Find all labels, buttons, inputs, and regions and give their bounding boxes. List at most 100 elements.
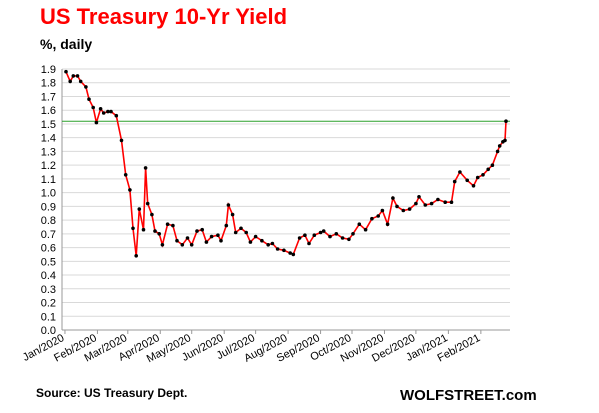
data-point bbox=[109, 109, 113, 114]
brand-watermark: WOLFSTREET.com bbox=[400, 387, 537, 404]
data-point bbox=[145, 201, 150, 206]
data-point bbox=[395, 204, 399, 209]
data-point bbox=[288, 251, 293, 255]
data-point bbox=[248, 240, 253, 244]
data-point bbox=[334, 232, 339, 236]
grid-lines bbox=[62, 68, 510, 331]
y-tick-label: 1.2 bbox=[41, 160, 56, 172]
data-point bbox=[303, 233, 307, 237]
data-point bbox=[75, 74, 80, 78]
y-tick-label: 0.7 bbox=[41, 229, 56, 241]
data-point bbox=[185, 236, 190, 240]
y-tick-label: 1.0 bbox=[41, 188, 56, 200]
data-point bbox=[94, 120, 99, 125]
data-point bbox=[471, 184, 476, 188]
data-point bbox=[119, 138, 124, 143]
data-point bbox=[481, 173, 485, 177]
data-point bbox=[423, 203, 428, 207]
data-point bbox=[204, 240, 209, 244]
y-axis-label: %, daily bbox=[40, 36, 93, 52]
y-tick-label: 1.5 bbox=[41, 119, 56, 131]
data-point bbox=[153, 229, 157, 233]
data-point bbox=[134, 254, 138, 258]
data-point bbox=[87, 97, 91, 101]
data-point bbox=[497, 144, 502, 148]
data-point bbox=[458, 170, 462, 174]
data-point bbox=[123, 173, 128, 177]
data-point bbox=[318, 230, 323, 235]
data-point bbox=[429, 201, 434, 206]
data-point bbox=[224, 223, 229, 228]
data-point bbox=[98, 107, 103, 111]
data-point bbox=[68, 79, 72, 84]
data-point bbox=[253, 234, 258, 239]
data-point bbox=[363, 227, 368, 232]
data-point bbox=[150, 212, 154, 217]
data-point bbox=[328, 234, 332, 239]
y-tick-label: 1.7 bbox=[41, 91, 56, 103]
y-tick-label: 0.1 bbox=[41, 311, 56, 323]
data-point bbox=[71, 74, 76, 78]
data-point bbox=[230, 212, 235, 217]
data-point bbox=[370, 216, 374, 221]
data-point bbox=[347, 237, 351, 242]
y-tick-label: 0.5 bbox=[41, 256, 56, 268]
data-point bbox=[495, 149, 500, 154]
data-point bbox=[91, 105, 95, 110]
data-point bbox=[449, 200, 454, 204]
y-tick-label: 1.4 bbox=[41, 133, 56, 145]
data-point bbox=[78, 79, 83, 84]
data-point bbox=[143, 166, 148, 170]
data-point bbox=[275, 247, 280, 251]
y-tick-label: 0.3 bbox=[41, 284, 56, 296]
data-point bbox=[114, 113, 119, 118]
data-point bbox=[189, 243, 194, 247]
y-tick-label: 1.1 bbox=[41, 174, 56, 186]
data-point bbox=[380, 208, 385, 213]
y-tick-labels: 0.0 0.10.2 0.3 0.4 0.50.6 0.7 0.8 0.91.0 1.1 1.2 1… bbox=[41, 64, 56, 337]
data-point bbox=[351, 232, 355, 236]
data-point bbox=[137, 207, 142, 211]
x-tick-labels: Jan/2020Feb/2020Mar/2020Apr/2020May/2020… bbox=[21, 332, 483, 365]
data-point bbox=[180, 243, 185, 247]
data-point bbox=[226, 203, 231, 207]
data-point bbox=[391, 196, 395, 200]
series-group bbox=[64, 69, 508, 258]
data-point bbox=[443, 200, 448, 204]
data-point bbox=[216, 233, 220, 237]
data-point bbox=[233, 230, 238, 235]
data-point bbox=[414, 201, 418, 206]
data-point bbox=[239, 226, 243, 231]
data-point bbox=[376, 214, 381, 218]
data-point bbox=[436, 197, 440, 202]
source-note: Source: US Treasury Dept. bbox=[36, 386, 188, 400]
data-point bbox=[475, 175, 480, 180]
data-point bbox=[503, 138, 507, 143]
y-tick-label: 1.3 bbox=[41, 146, 56, 158]
data-point bbox=[282, 248, 286, 253]
data-point bbox=[357, 222, 362, 226]
data-point bbox=[128, 188, 132, 192]
data-point bbox=[157, 232, 161, 236]
data-point bbox=[64, 69, 68, 74]
data-point bbox=[131, 226, 135, 231]
data-point bbox=[141, 227, 146, 232]
y-tick-label: 0.4 bbox=[41, 270, 56, 282]
y-tick-label: 1.6 bbox=[41, 105, 56, 117]
y-tick-label: 0.8 bbox=[41, 215, 56, 227]
data-point bbox=[219, 238, 223, 243]
data-point bbox=[195, 229, 199, 233]
data-point bbox=[291, 252, 296, 257]
data-point bbox=[486, 167, 491, 172]
data-point bbox=[504, 119, 508, 123]
y-tick-label: 0.6 bbox=[41, 243, 56, 255]
data-point bbox=[312, 233, 317, 237]
data-point bbox=[260, 238, 264, 243]
data-point bbox=[209, 234, 214, 239]
data-point bbox=[84, 85, 88, 89]
data-point bbox=[452, 179, 457, 184]
data-point bbox=[297, 236, 302, 240]
axes bbox=[61, 69, 510, 334]
y-tick-label: 1.9 bbox=[41, 64, 56, 76]
